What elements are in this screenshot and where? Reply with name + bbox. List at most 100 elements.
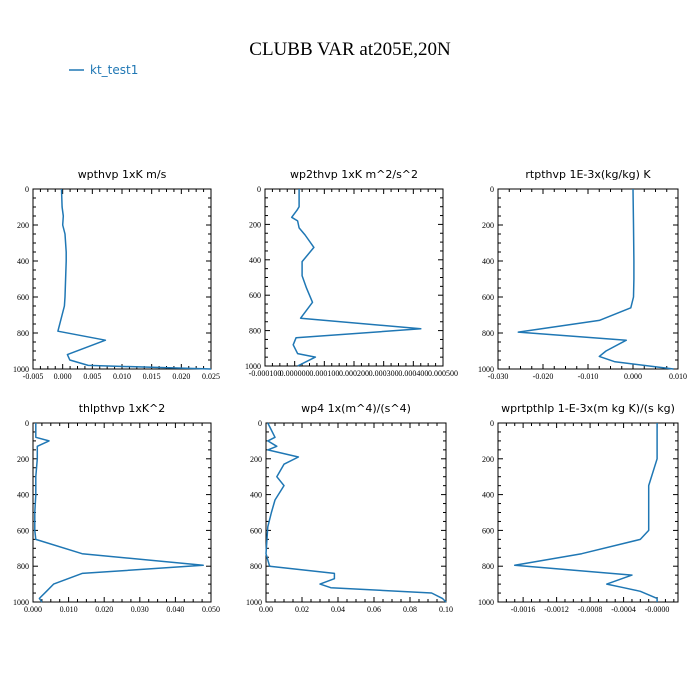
x-tick-label: 0.005 (83, 372, 101, 381)
x-tick-label: 0.000300 (369, 369, 399, 378)
x-tick-label: 0.000500 (428, 369, 458, 378)
y-tick-label: 0 (490, 185, 494, 194)
y-tick-label: 0 (25, 185, 29, 194)
x-tick-label: 0.000400 (398, 369, 428, 378)
y-tick-label: 0 (25, 419, 29, 428)
y-tick-label: 800 (17, 562, 29, 571)
y-tick-label: 800 (17, 329, 29, 338)
plot-frame (497, 422, 679, 603)
x-tick-label: 0.04 (331, 605, 345, 614)
y-tick-label: 800 (482, 562, 494, 571)
y-tick-label: 200 (17, 221, 29, 230)
y-tick-label: 0 (257, 185, 261, 194)
x-tick-label: -0.005 (23, 372, 44, 381)
y-tick-label: 400 (249, 256, 261, 265)
y-tick-label: 1000 (245, 362, 261, 371)
x-tick-label: 0.08 (403, 605, 417, 614)
panel-title: wprtpthlp 1-E-3x(m kg K)/(s kg) (501, 402, 675, 415)
y-tick-label: 1000 (13, 365, 29, 374)
y-tick-label: 600 (17, 293, 29, 302)
panel-2: wp2thvp 1xK m^2/s^2 0 200 400 600 800 1000-0.0… (245, 168, 458, 378)
panel-1: wpthvp 1xK m/s 0 200 400 600 800 1000-0.005 0.0… (13, 168, 220, 381)
figure-title: CLUBB VAR at205E,20N (249, 39, 451, 60)
y-tick-label: 0 (490, 419, 494, 428)
x-tick-label: 0.040 (166, 605, 184, 614)
y-tick-label: 200 (17, 455, 29, 464)
x-tick-label: 0.000 (54, 372, 72, 381)
panel-3: rtpthvp 1E-3x(kg/kg) K02004006008001000-… (478, 168, 687, 381)
x-tick-label: 0.025 (202, 372, 220, 381)
panel-title: wpthvp 1xK m/s (78, 168, 167, 181)
plot-frame (497, 188, 679, 370)
x-tick-label: 0.02 (295, 605, 309, 614)
y-tick-label: 1000 (13, 598, 29, 607)
series-line-kt_test1 (34, 423, 204, 603)
x-tick-label: -0.0004 (611, 605, 636, 614)
plot-frame (264, 188, 444, 367)
x-tick-label: -0.0000 (645, 605, 670, 614)
x-tick-label: 0.050 (202, 605, 220, 614)
y-tick-label: 600 (250, 526, 262, 535)
y-tick-label: 800 (249, 327, 261, 336)
x-tick-label: -0.0016 (511, 605, 536, 614)
y-tick-label: 800 (250, 562, 262, 571)
x-tick-label: -0.010 (578, 372, 599, 381)
x-tick-label: 0.06 (367, 605, 381, 614)
x-tick-label: 0.000000 (280, 369, 310, 378)
x-tick-label: -0.030 (488, 372, 509, 381)
y-tick-label: 1000 (478, 365, 494, 374)
series-line-kt_test1 (517, 188, 674, 370)
plot-frame (32, 188, 212, 370)
y-tick-label: 600 (17, 526, 29, 535)
series-line-kt_test1 (513, 423, 658, 602)
panel-6: wprtpthlp 1-E-3x(m kg K)/(s kg) 0 200 400 60… (478, 402, 679, 614)
x-tick-label: 0.000100 (309, 369, 339, 378)
panel-title: rtpthvp 1E-3x(kg/kg) K (525, 168, 651, 181)
plot-frame (265, 422, 447, 603)
legend-label: kt_test1 (90, 63, 138, 77)
y-tick-label: 400 (250, 491, 262, 500)
y-tick-label: 600 (482, 526, 494, 535)
x-tick-label: 0.020 (172, 372, 190, 381)
x-tick-label: 0.00 (259, 605, 273, 614)
y-tick-label: 400 (482, 257, 494, 266)
x-tick-label: -0.0008 (578, 605, 603, 614)
x-tick-label: 0.010 (60, 605, 78, 614)
x-tick-label: 0.020 (95, 605, 113, 614)
x-tick-label: 0.010 (113, 372, 131, 381)
y-tick-label: 0 (258, 419, 262, 428)
legend: kt_test1 (69, 63, 138, 77)
y-tick-label: 800 (482, 329, 494, 338)
y-tick-label: 400 (17, 491, 29, 500)
x-tick-label: -0.0012 (544, 605, 569, 614)
y-tick-label: 400 (17, 257, 29, 266)
y-tick-label: 200 (482, 221, 494, 230)
y-tick-label: 1000 (246, 598, 262, 607)
series-line-kt_test1 (290, 189, 422, 367)
y-tick-label: 600 (249, 291, 261, 300)
x-tick-label: 0.010 (669, 372, 687, 381)
series-line-kt_test1 (57, 188, 212, 370)
x-tick-label: 0.030 (131, 605, 149, 614)
panel-title: wp4 1x(m^4)/(s^4) (301, 402, 411, 415)
x-tick-label: 0.000 (24, 605, 42, 614)
series-line-kt_test1 (265, 422, 447, 603)
plot-frame (32, 422, 212, 603)
x-tick-label: -0.000100 (249, 369, 282, 378)
x-tick-label: 0.015 (143, 372, 161, 381)
y-tick-label: 1000 (478, 598, 494, 607)
y-tick-label: 200 (250, 455, 262, 464)
x-tick-label: 0.000200 (339, 369, 369, 378)
y-tick-label: 400 (482, 491, 494, 500)
panel-title: wp2thvp 1xK m^2/s^2 (290, 168, 418, 181)
panel-title: thlpthvp 1xK^2 (79, 402, 166, 415)
x-tick-label: 0.000 (624, 372, 642, 381)
x-tick-label: -0.020 (533, 372, 554, 381)
y-tick-label: 200 (482, 455, 494, 464)
y-tick-label: 200 (249, 220, 261, 229)
y-tick-label: 600 (482, 293, 494, 302)
